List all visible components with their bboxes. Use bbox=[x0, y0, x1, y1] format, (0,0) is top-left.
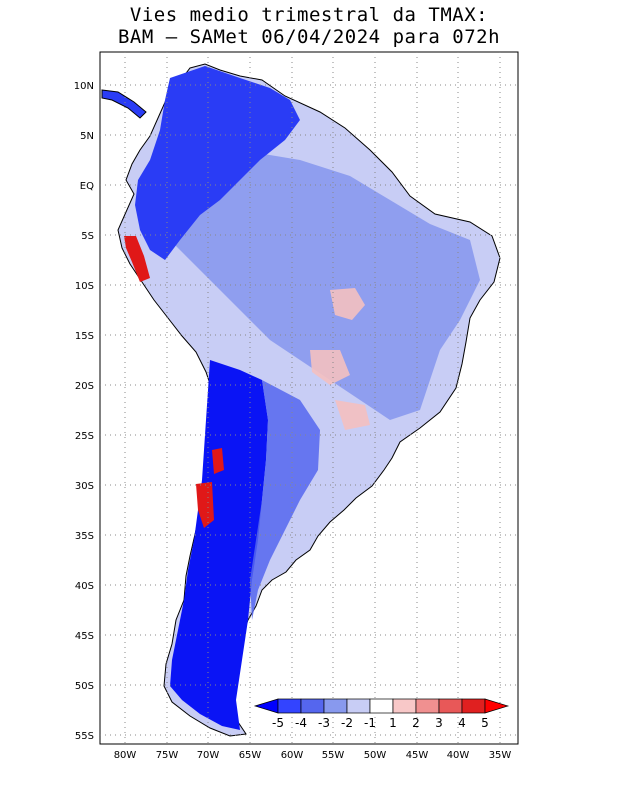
colorbar-bin bbox=[392, 698, 417, 714]
lon-label: 40W bbox=[447, 750, 470, 761]
colorbar-label: 2 bbox=[412, 716, 420, 730]
map-title-line2: BAM – SAMet 06/04/2024 para 072h bbox=[117, 26, 501, 48]
colorbar-bin bbox=[323, 698, 348, 714]
bias-region-warm-center bbox=[330, 288, 365, 320]
colorbar-label: 4 bbox=[458, 716, 466, 730]
bias-region-strong-blue-north bbox=[135, 66, 300, 260]
lat-label: 45S bbox=[75, 631, 94, 642]
longitude-labels: 80W 75W 70W 65W 60W 55W 50W 45W 40W 35W bbox=[114, 750, 512, 761]
latitude-labels: 10N 5N EQ 5S 10S 15S 20S 25S 30S 35S 40S… bbox=[74, 81, 94, 742]
lat-label: 25S bbox=[75, 431, 94, 442]
colorbar-bin bbox=[369, 698, 394, 714]
lon-label: 80W bbox=[114, 750, 137, 761]
lat-label: 5N bbox=[80, 131, 94, 142]
colorbar-bin bbox=[415, 698, 440, 714]
colorbar: -5 -4 -3 -2 -1 1 2 3 4 5 bbox=[253, 698, 510, 730]
lon-label: 65W bbox=[239, 750, 262, 761]
colorbar-bin bbox=[438, 698, 463, 714]
lon-label: 75W bbox=[156, 750, 179, 761]
colorbar-label: -2 bbox=[341, 716, 353, 730]
lat-label: 55S bbox=[75, 731, 94, 742]
lat-lon-grid bbox=[100, 52, 518, 744]
map-title-line1: Vies medio trimestral da TMAX: bbox=[129, 4, 489, 26]
lat-label: 40S bbox=[75, 581, 94, 592]
colorbar-label: -4 bbox=[295, 716, 307, 730]
bias-region-hot-andes bbox=[196, 448, 224, 528]
central-america-land bbox=[101, 89, 147, 119]
colorbar-label: -3 bbox=[318, 716, 330, 730]
lon-label: 35W bbox=[489, 750, 512, 761]
lon-label: 55W bbox=[322, 750, 345, 761]
lon-label: 45W bbox=[406, 750, 429, 761]
colorbar-label: 5 bbox=[481, 716, 489, 730]
bias-region-hot-peru bbox=[124, 236, 150, 282]
lat-label: 5S bbox=[81, 231, 94, 242]
lat-label: 35S bbox=[75, 531, 94, 542]
colorbar-label: 3 bbox=[435, 716, 443, 730]
lat-label: 15S bbox=[75, 331, 94, 342]
lon-label: 50W bbox=[364, 750, 387, 761]
colorbar-label: 1 bbox=[389, 716, 397, 730]
colorbar-bin bbox=[346, 698, 371, 714]
bias-region-mid-blue bbox=[140, 140, 480, 420]
bias-region-warm-south bbox=[310, 350, 350, 385]
lat-label: 10N bbox=[74, 81, 94, 92]
colorbar-bin bbox=[300, 698, 325, 714]
lat-label: 30S bbox=[75, 481, 94, 492]
colorbar-arrow-right bbox=[484, 698, 510, 714]
lat-label: 50S bbox=[75, 681, 94, 692]
lat-label: 10S bbox=[75, 281, 94, 292]
lon-label: 70W bbox=[197, 750, 220, 761]
colorbar-bin bbox=[461, 698, 486, 714]
bias-region-mid-blue-south bbox=[250, 380, 320, 620]
colorbar-label: -1 bbox=[364, 716, 376, 730]
lat-label: EQ bbox=[80, 181, 94, 192]
lon-label: 60W bbox=[281, 750, 304, 761]
lat-label: 20S bbox=[75, 381, 94, 392]
colorbar-bin bbox=[277, 698, 302, 714]
colorbar-label: -5 bbox=[272, 716, 284, 730]
bias-region-strong-blue-andes bbox=[170, 360, 268, 730]
bias-region-warm-parana bbox=[335, 400, 370, 430]
